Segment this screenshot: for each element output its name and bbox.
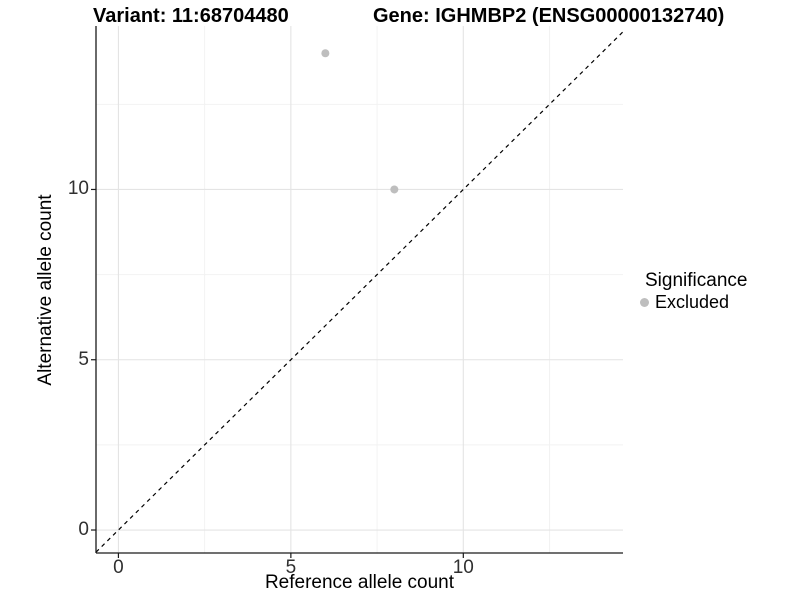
x-axis-title: Reference allele count <box>264 572 455 593</box>
legend-title: Significance <box>645 270 748 291</box>
gene-title: Gene: IGHMBP2 (ENSG00000132740) <box>373 5 725 27</box>
y-tick-label: 5 <box>78 348 89 370</box>
legend-item-label: Excluded <box>655 291 730 312</box>
data-point <box>321 49 330 58</box>
variant-title: Variant: 11:68704480 <box>93 5 289 27</box>
legend: Significance Excluded <box>640 270 747 312</box>
identity-dashed-line <box>95 31 624 553</box>
data-point <box>390 185 399 194</box>
x-tick-label: 0 <box>113 557 124 578</box>
legend-item-excluded: Excluded <box>640 292 747 312</box>
legend-point-icon <box>640 297 649 307</box>
x-tick-label: 10 <box>452 557 474 578</box>
y-tick-label: 0 <box>78 519 89 540</box>
x-tick-label: 5 <box>285 557 297 578</box>
y-tick-label: 10 <box>67 178 89 200</box>
